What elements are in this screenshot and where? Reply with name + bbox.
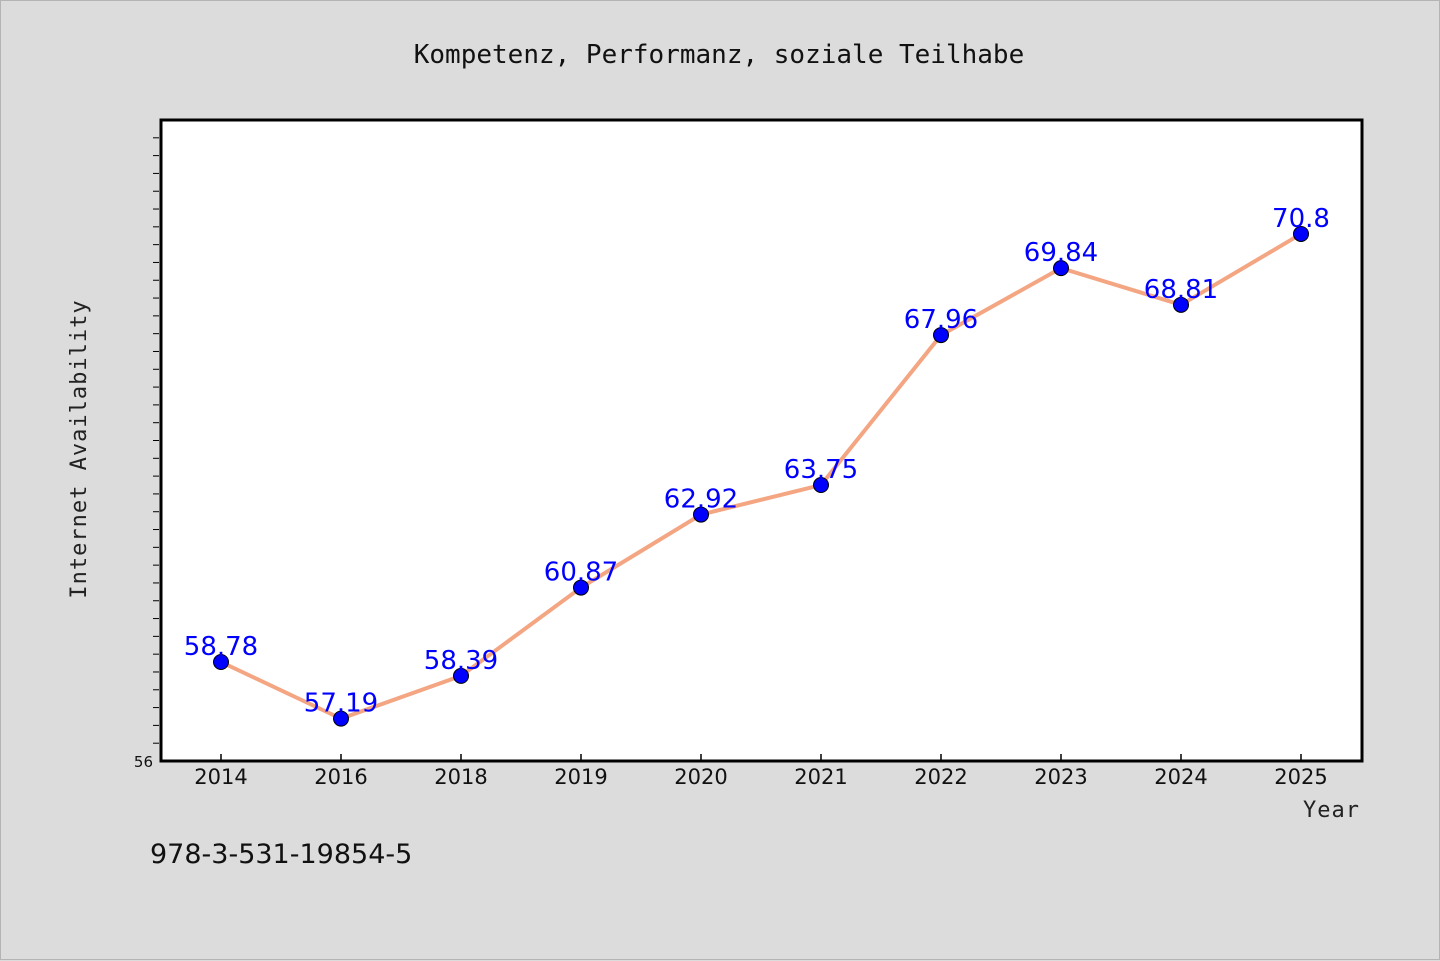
x-tick-label: 2016: [314, 765, 367, 789]
data-point: [813, 477, 829, 494]
y-axis-ticks: [153, 137, 159, 744]
data-label: 63.75: [784, 455, 858, 485]
x-tick-label: 2024: [1154, 765, 1207, 789]
y-axis-label: Internet Availability: [67, 299, 92, 598]
data-label: 60.87: [544, 558, 618, 588]
data-label: 67.96: [904, 305, 978, 335]
data-label: 68.81: [1144, 275, 1218, 305]
data-label: 57.19: [304, 689, 378, 719]
data-point: [1053, 260, 1069, 277]
x-axis-ticks: [220, 754, 1302, 761]
data-labels: 58.78 57.19 58.39 60.87 62.92 63.75 67.96 69.84…: [184, 204, 1330, 719]
data-point: [1293, 225, 1309, 242]
data-label: 70.8: [1272, 204, 1330, 234]
data-point: [453, 667, 469, 684]
x-tick-label: 2014: [194, 765, 247, 789]
x-tick-label: 2025: [1274, 765, 1327, 789]
data-point: [693, 506, 709, 523]
chart-title: Kompetenz, Performanz, soziale Teilhabe: [414, 40, 1024, 70]
data-point: [213, 654, 229, 671]
data-label: 69.84: [1024, 238, 1098, 268]
data-label: 58.78: [184, 632, 258, 662]
x-tick-label: 2019: [554, 765, 607, 789]
x-tick-label: 2022: [914, 765, 967, 789]
x-tick-label: 2018: [434, 765, 487, 789]
data-point: [933, 327, 949, 344]
x-tick-label: 2020: [674, 765, 727, 789]
series-markers: [213, 225, 1309, 727]
x-axis-tick-labels: 2014 2016 2018 2019 2020 2021 2022 2023 2024 2025: [194, 765, 1327, 789]
data-point: [573, 579, 589, 596]
x-axis-label: Year: [1303, 798, 1360, 823]
footer-isbn: 978-3-531-19854-5: [150, 839, 412, 870]
data-label: 62.92: [664, 485, 738, 515]
series-line: [220, 232, 1303, 721]
x-tick-label: 2023: [1034, 765, 1087, 789]
data-label: 58.39: [424, 646, 498, 676]
data-point: [1173, 296, 1189, 313]
data-point: [333, 710, 349, 727]
plot-area: [159, 118, 1364, 763]
y-axis-min-label: 56: [134, 753, 153, 771]
x-tick-label: 2021: [794, 765, 847, 789]
